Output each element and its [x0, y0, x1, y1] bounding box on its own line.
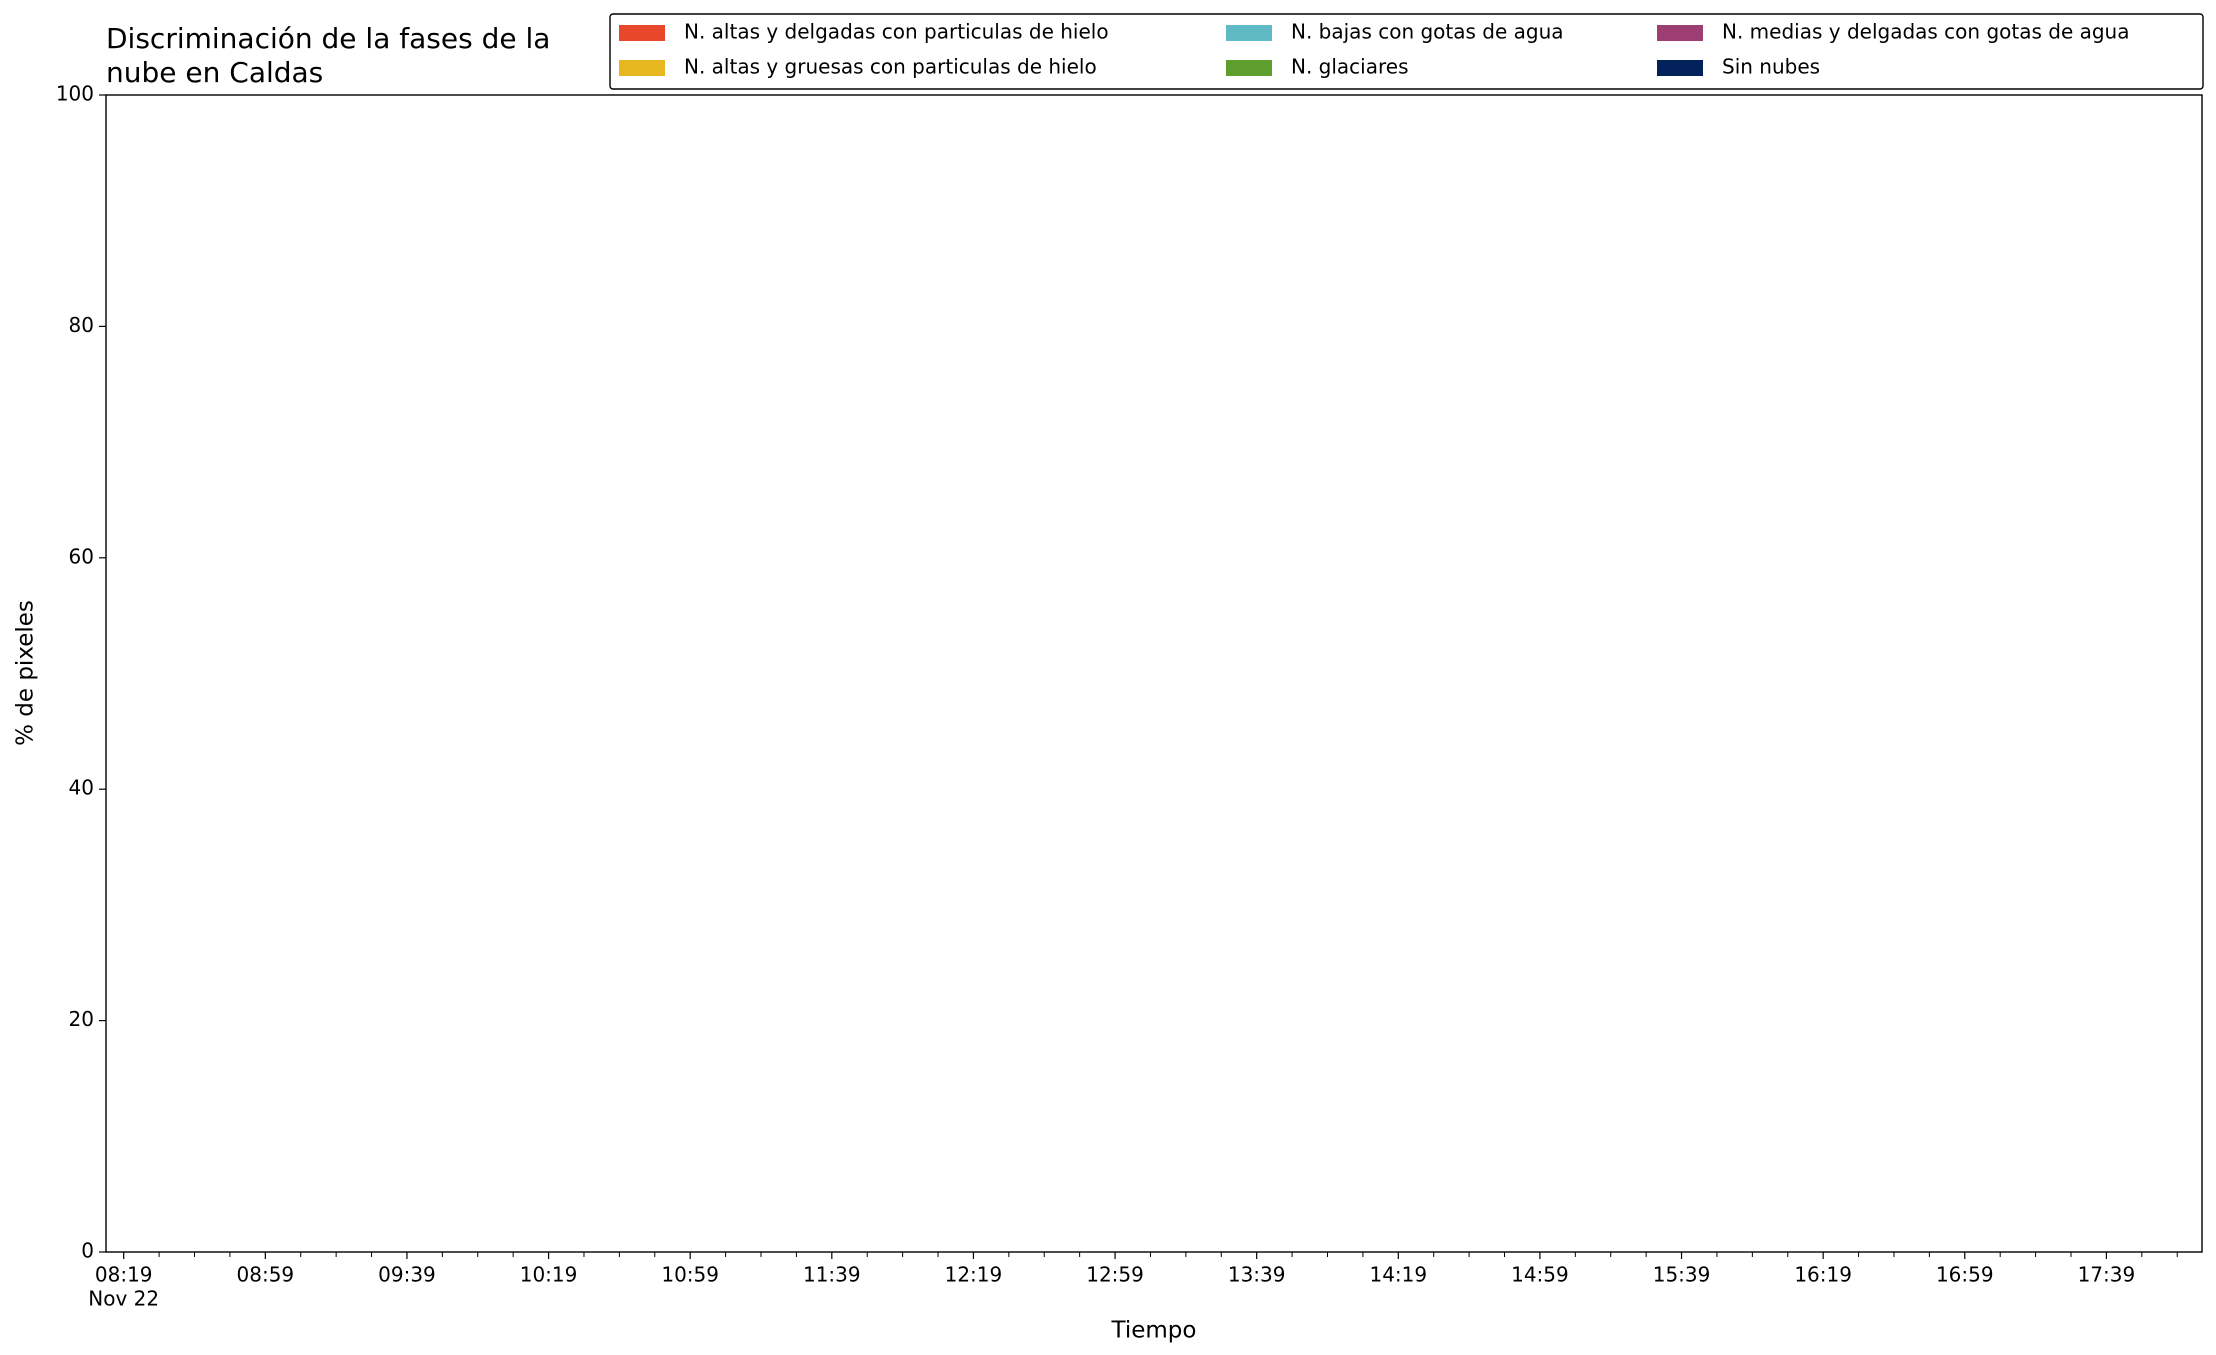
x-tick-label: 11:39 [803, 1263, 861, 1287]
x-tick-label: 09:39 [378, 1263, 436, 1287]
legend-label: N. altas y gruesas con particulas de hie… [684, 55, 1097, 79]
y-tick-label: 100 [56, 82, 94, 106]
y-tick-label: 60 [69, 544, 94, 568]
y-tick-label: 0 [81, 1239, 94, 1263]
x-tick-label: 08:59 [237, 1263, 295, 1287]
x-tick-sublabel: Nov 22 [88, 1287, 159, 1311]
x-tick-label: 10:19 [520, 1263, 578, 1287]
x-tick-label: 16:59 [1936, 1263, 1994, 1287]
legend-swatch [1657, 25, 1703, 41]
legend-label: N. altas y delgadas con particulas de hi… [684, 20, 1109, 44]
x-tick-label: 16:19 [1794, 1263, 1852, 1287]
x-tick-label: 10:59 [661, 1263, 719, 1287]
y-axis-label: % de pixeles [13, 600, 39, 746]
legend-frame [609, 13, 2204, 90]
x-tick-label: 13:39 [1228, 1263, 1286, 1287]
plot-frame [105, 94, 2203, 1253]
legend-swatch [1657, 60, 1703, 76]
legend-label: N. glaciares [1291, 55, 1409, 79]
x-tick-label: 15:39 [1653, 1263, 1711, 1287]
y-tick-label: 40 [69, 776, 94, 800]
legend-swatch [619, 60, 665, 76]
chart-title: Discriminación de la fases de la nube en… [106, 22, 551, 89]
x-tick-label: 17:39 [2078, 1263, 2136, 1287]
legend-label: N. medias y delgadas con gotas de agua [1722, 20, 2130, 44]
x-tick-label: 14:19 [1369, 1263, 1427, 1287]
legend-swatch [619, 25, 665, 41]
legend-swatch [1226, 60, 1272, 76]
x-tick-label: 08:19 [95, 1263, 153, 1287]
y-tick-label: 20 [69, 1007, 94, 1031]
legend-label: Sin nubes [1722, 55, 1820, 79]
y-tick-label: 80 [69, 313, 94, 337]
x-tick-label: 14:59 [1511, 1263, 1569, 1287]
legend-swatch [1226, 25, 1272, 41]
x-tick-label: 12:19 [945, 1263, 1003, 1287]
x-tick-label: 12:59 [1086, 1263, 1144, 1287]
legend: N. altas y delgadas con particulas de hi… [609, 13, 2204, 90]
legend-label: N. bajas con gotas de agua [1291, 20, 1564, 44]
x-axis-label: Tiempo [1111, 1318, 1197, 1344]
